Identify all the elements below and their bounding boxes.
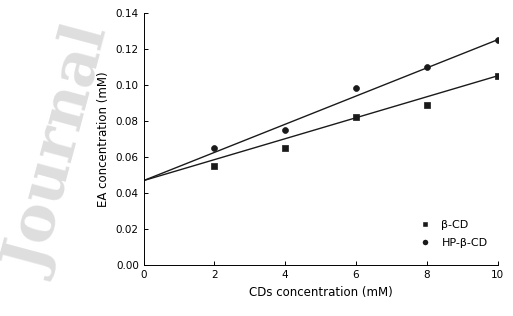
Legend: β-CD, HP-β-CD: β-CD, HP-β-CD (409, 216, 492, 252)
Point (210, 146, 219, 151)
Point (281, 127, 289, 132)
Point (352, 115, 360, 120)
Text: Journal: Journal (0, 21, 123, 282)
Point (494, 37, 502, 42)
Point (423, 64, 431, 69)
Point (494, 73, 502, 78)
Y-axis label: EA concentration (mM): EA concentration (mM) (97, 71, 110, 207)
X-axis label: CDs concentration (mM): CDs concentration (mM) (249, 286, 392, 299)
Point (281, 146, 289, 151)
Point (423, 102, 431, 107)
Point (352, 86, 360, 91)
Point (210, 164, 219, 169)
